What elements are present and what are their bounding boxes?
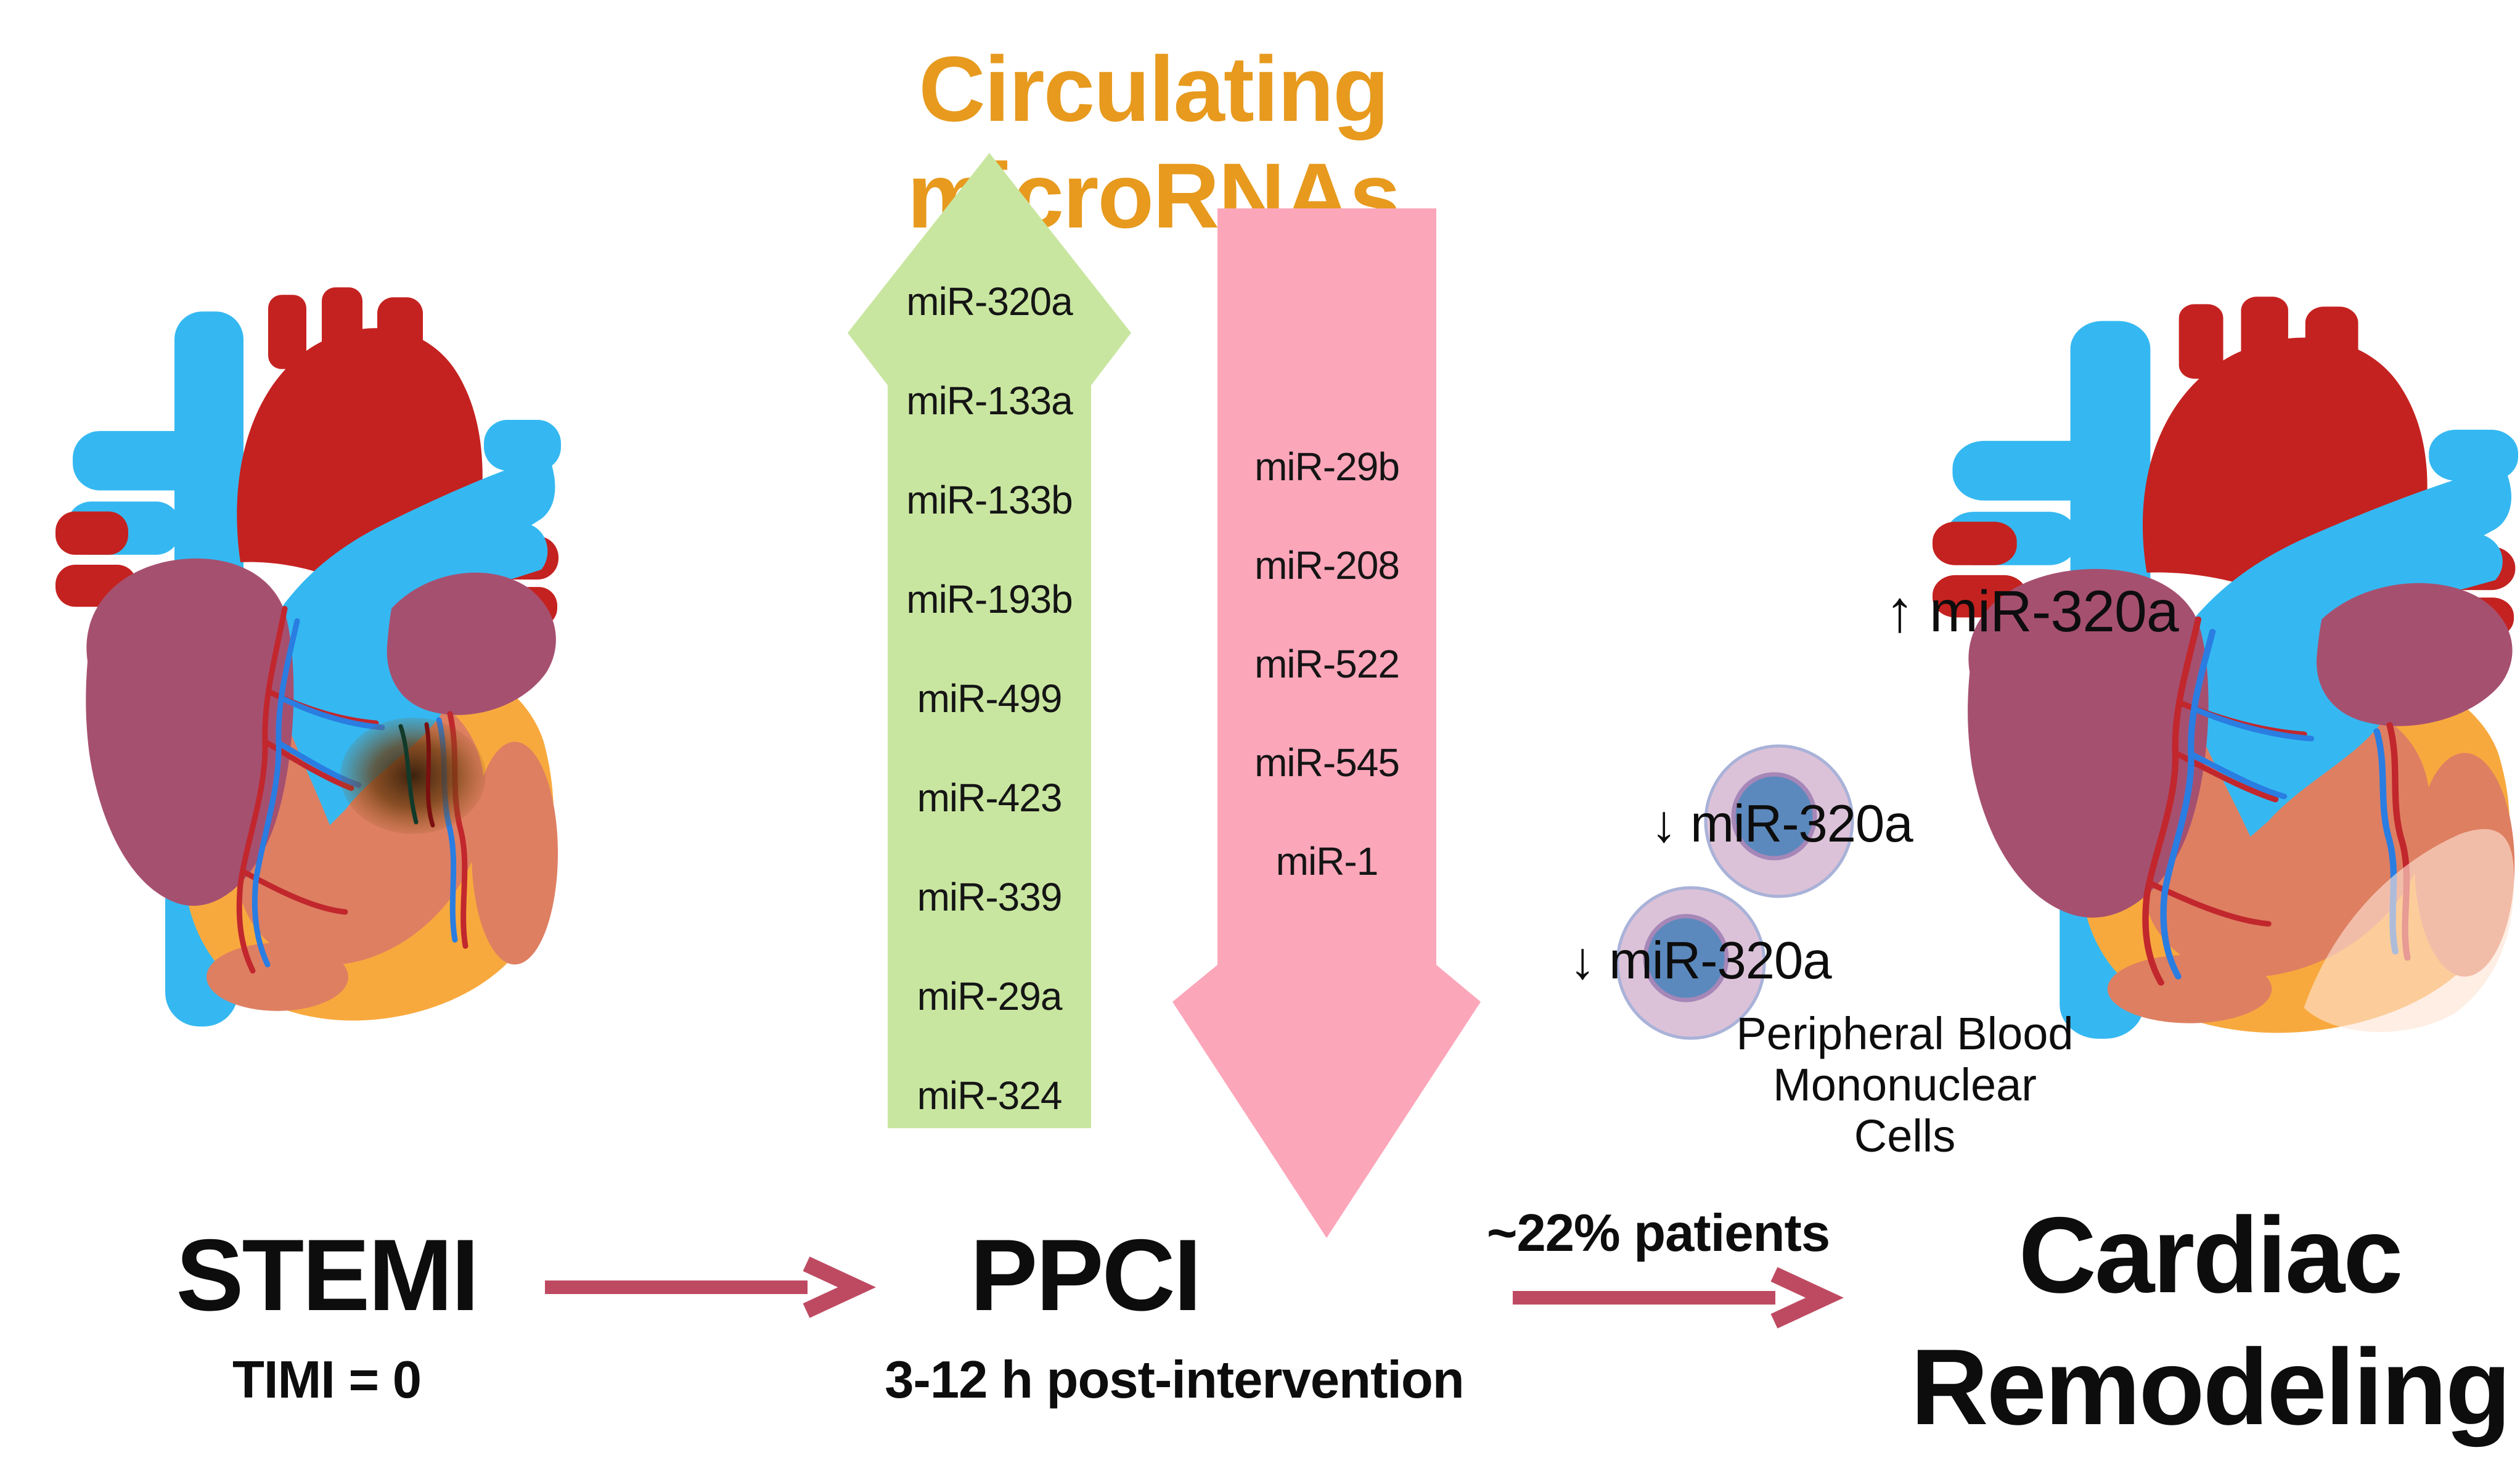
mir-label: miR-320a bbox=[906, 279, 1073, 324]
pbmc-cell-2 bbox=[1616, 886, 1766, 1040]
cardiac-remodeling-line2: Remodeling bbox=[1910, 1327, 2511, 1448]
mir-label: miR-423 bbox=[917, 775, 1063, 820]
down-arrow-icon: ↓ bbox=[1569, 932, 1595, 990]
mir-label: miR-29a bbox=[917, 973, 1063, 1018]
ppci-subtitle: 3-12 h post-intervention bbox=[885, 1351, 1464, 1409]
down-arrow-icon: ↓ bbox=[1651, 795, 1677, 853]
mir-label: miR-499 bbox=[917, 676, 1063, 721]
mir-label: miR-29b bbox=[1254, 445, 1400, 489]
ppci-label: PPCI bbox=[970, 1218, 1201, 1332]
cardiac-remodeling-label: Cardiac Remodeling bbox=[1905, 1190, 2515, 1453]
stemi-label: STEMI bbox=[176, 1218, 479, 1332]
mir-label: miR-208 bbox=[1254, 543, 1400, 588]
upregulated-mir-list: miR-320a miR-133a miR-133b miR-193b miR-499 m… bbox=[888, 252, 1091, 1145]
heart-mir-annotation-text: miR-320a bbox=[1929, 579, 2179, 644]
pbmc-mir-annotation-1-text: miR-320a bbox=[1690, 795, 1913, 853]
flow-arrow-ppci-to-remodeling bbox=[1513, 1267, 1844, 1329]
pbmc-mir-annotation-2-text: miR-320a bbox=[1609, 932, 1831, 990]
timi-label: TIMI = 0 bbox=[232, 1351, 422, 1409]
mir-label: miR-133b bbox=[906, 477, 1073, 522]
left-heart-illustration bbox=[55, 265, 561, 1033]
infarct-spot bbox=[340, 717, 486, 834]
pbmc-caption: Peripheral Blood Mononuclear Cells bbox=[1720, 1008, 2090, 1162]
up-arrow-icon: ↑ bbox=[1885, 579, 1914, 644]
right-heart-illustration bbox=[1933, 274, 2518, 1045]
pbmc-caption-line2: Mononuclear Cells bbox=[1773, 1059, 2037, 1161]
flow-arrow-stemi-to-ppci bbox=[545, 1256, 876, 1318]
pbmc-caption-line1: Peripheral Blood bbox=[1736, 1008, 2074, 1059]
remodeling-pale-region bbox=[2304, 829, 2514, 1032]
mir-label: miR-1 bbox=[1275, 839, 1379, 883]
downregulated-mir-list: miR-29b miR-208 miR-522 miR-545 miR-1 bbox=[1217, 417, 1436, 911]
mir-label: miR-193b bbox=[906, 576, 1073, 621]
heart-mir-annotation: ↑ miR-320a bbox=[1885, 578, 2179, 645]
mir-label: miR-522 bbox=[1254, 642, 1400, 686]
cell-nucleus bbox=[1643, 914, 1729, 1002]
green-up-arrow bbox=[848, 153, 1131, 1128]
mir-label: miR-133a bbox=[906, 378, 1073, 423]
cell-nucleus bbox=[1731, 772, 1817, 861]
pbmc-cell-1 bbox=[1704, 744, 1854, 898]
mir-label: miR-324 bbox=[917, 1073, 1063, 1118]
pink-down-arrow-shape bbox=[1172, 208, 1481, 1238]
pink-down-arrow bbox=[1172, 208, 1481, 1238]
green-up-arrow-shape bbox=[848, 153, 1131, 1128]
pbmc-mir-annotation-1: ↓ miR-320a bbox=[1651, 794, 1913, 854]
patients-percentage-label: ~22% patients bbox=[1486, 1204, 1830, 1263]
mir-label: miR-339 bbox=[917, 874, 1063, 919]
pbmc-mir-annotation-2: ↓ miR-320a bbox=[1569, 931, 1832, 991]
cardiac-remodeling-line1: Cardiac bbox=[2018, 1195, 2403, 1316]
mir-label: miR-545 bbox=[1254, 740, 1400, 785]
